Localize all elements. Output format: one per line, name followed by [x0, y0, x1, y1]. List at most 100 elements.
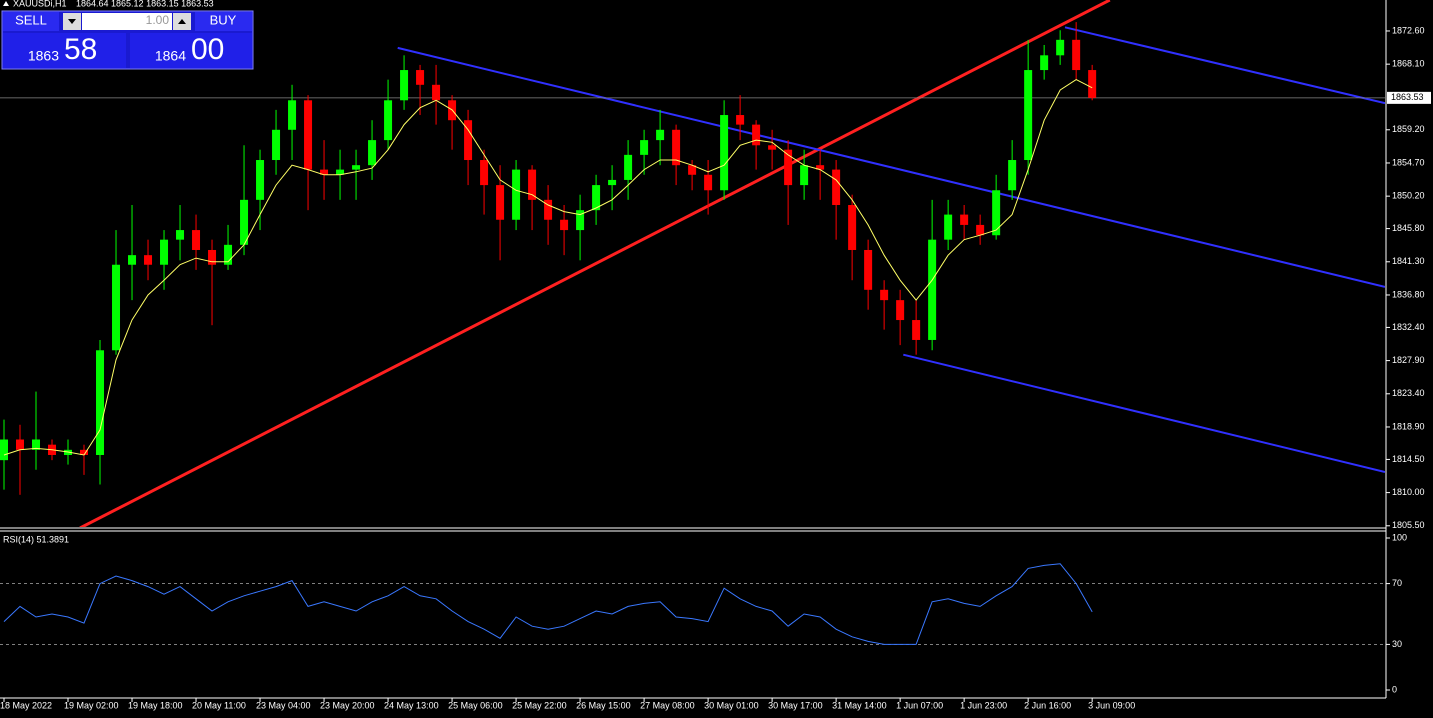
candle-body — [80, 449, 89, 455]
candle-body — [960, 214, 969, 225]
candle-body — [288, 100, 297, 130]
y-tick-label: 1836.80 — [1392, 289, 1425, 299]
candle-body — [272, 129, 281, 161]
candle-body — [176, 230, 185, 240]
x-tick-label: 20 May 11:00 — [192, 700, 246, 710]
moving-average — [3, 79, 1093, 456]
trendline — [79, 0, 1111, 527]
candle-body — [896, 300, 905, 321]
y-tick-label: 30 — [1392, 639, 1402, 649]
buy-label: BUY — [210, 12, 237, 27]
candle-body — [416, 70, 425, 85]
y-tick-label: 1810.00 — [1392, 487, 1425, 497]
y-tick-label: 1854.70 — [1392, 157, 1425, 167]
x-tick-label: 25 May 22:00 — [512, 700, 567, 710]
candle-body — [192, 230, 201, 250]
bid-big: 1863 — [28, 48, 59, 64]
current-price-box — [1387, 91, 1431, 104]
candle-body — [1008, 160, 1017, 191]
candle-body — [336, 169, 345, 175]
y-tick-label: 1868.10 — [1392, 59, 1425, 69]
y-tick-label: 1850.20 — [1392, 191, 1425, 201]
candle-body — [976, 224, 985, 236]
up-arrow — [178, 19, 186, 24]
rsi-line — [3, 563, 1093, 645]
candle-body — [208, 249, 217, 265]
candle-body — [320, 169, 329, 175]
down-arrow — [68, 19, 76, 24]
buy-button[interactable] — [195, 12, 252, 31]
y-tick-label: 0 — [1392, 684, 1397, 694]
y-tick-label: 1823.40 — [1392, 388, 1425, 398]
rsi-plot — [0, 563, 1385, 645]
lot-input[interactable] — [82, 13, 172, 30]
candle-body — [480, 160, 489, 186]
candle-body — [704, 174, 713, 191]
y-tick-label: 1845.80 — [1392, 223, 1425, 233]
symbol: XAUUSDi,H1 — [13, 0, 67, 8]
candle-body — [112, 264, 121, 351]
ohlc: 1864.64 1865.12 1863.15 1863.53 — [76, 0, 214, 8]
buy-price-box[interactable] — [130, 33, 252, 68]
candle-body — [240, 199, 249, 245]
candle-body — [160, 239, 169, 265]
candle-body — [400, 70, 409, 101]
x-tick-label: 24 May 13:00 — [384, 700, 439, 710]
candle-body — [560, 219, 569, 231]
candle-body — [720, 115, 729, 191]
indicator-title: RSI(14) 51.3891 — [3, 534, 69, 544]
candle-body — [544, 199, 553, 220]
y-tick-label: 1859.20 — [1392, 124, 1425, 134]
x-tick-label: 19 May 02:00 — [64, 700, 119, 710]
candle-body — [768, 145, 777, 150]
main-plot — [0, 0, 1385, 527]
candle-body — [304, 100, 313, 170]
candle-body — [256, 160, 265, 200]
candle-body — [624, 154, 633, 180]
trendline — [1064, 26, 1385, 105]
candle-body — [1040, 55, 1049, 71]
y-tick-label: 70 — [1392, 578, 1402, 588]
candle-body — [384, 100, 393, 141]
one-click-panel: SELL 1.00 BUY 1863 58 1864 00 — [1, 10, 254, 70]
x-tick-label: 31 May 14:00 — [832, 700, 887, 710]
candle-body — [128, 255, 137, 265]
candle-body — [16, 439, 25, 450]
candle-body — [432, 84, 441, 101]
y-tick-label: 1827.90 — [1392, 355, 1425, 365]
candle-body — [944, 214, 953, 240]
current-price-label: 1863.53 — [1391, 92, 1424, 102]
candle-body — [928, 239, 937, 340]
sell-button[interactable] — [3, 12, 59, 31]
candle-body — [640, 140, 649, 155]
axes: 1872.60 1868.10 1859.20 1854.70 1850.20 1845.… — [0, 25, 1431, 710]
bid-small: 58 — [64, 33, 97, 66]
candle-body — [912, 320, 921, 340]
candle-body — [1056, 39, 1065, 56]
ask-big: 1864 — [155, 48, 186, 64]
collapse-icon[interactable] — [3, 1, 9, 6]
candle-body — [608, 179, 617, 186]
candle-body — [576, 210, 585, 231]
y-tick-label: 1832.40 — [1392, 322, 1425, 332]
x-tick-label: 25 May 06:00 — [448, 700, 503, 710]
x-tick-label: 19 May 18:00 — [128, 700, 183, 710]
x-tick-label: 2 Jun 16:00 — [1024, 700, 1071, 710]
x-tick-label: 18 May 2022 — [0, 700, 52, 710]
sell-price-box[interactable] — [3, 33, 126, 68]
candle-body — [32, 439, 41, 450]
candle-body — [656, 129, 665, 141]
y-tick-label: 1818.90 — [1392, 421, 1425, 431]
candle-body — [1024, 70, 1033, 161]
candle-body — [848, 205, 857, 250]
candle-body — [512, 169, 521, 220]
candle-body — [352, 165, 361, 170]
x-tick-label: 1 Jun 23:00 — [960, 700, 1007, 710]
candle-body — [880, 289, 889, 301]
candle-body — [592, 185, 601, 211]
candle-body — [672, 129, 681, 166]
candle-body — [144, 255, 153, 265]
